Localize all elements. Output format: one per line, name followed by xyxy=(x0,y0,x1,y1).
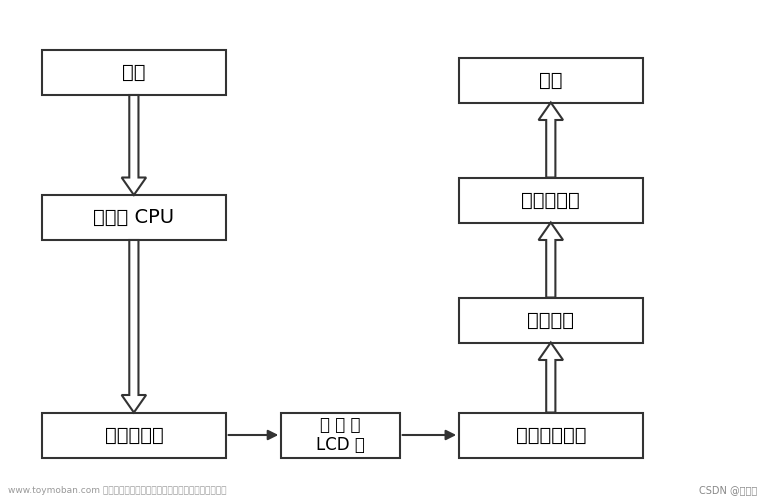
Text: 显示时间: 显示时间 xyxy=(527,310,575,330)
Polygon shape xyxy=(539,222,563,298)
Bar xyxy=(281,412,399,458)
Polygon shape xyxy=(539,102,563,178)
Bar xyxy=(459,298,643,343)
Text: 初始化时钟: 初始化时钟 xyxy=(105,426,163,444)
Polygon shape xyxy=(122,240,146,412)
Bar xyxy=(42,50,226,95)
Bar xyxy=(42,195,226,240)
Bar xyxy=(459,178,643,222)
Bar xyxy=(42,412,226,458)
Text: CSDN @成鱼弄: CSDN @成鱼弄 xyxy=(699,485,757,495)
Text: 读键: 读键 xyxy=(539,70,562,90)
Bar xyxy=(459,58,643,102)
Text: 显示开机画面: 显示开机画面 xyxy=(516,426,586,444)
Text: 初 始 化
LCD 屏: 初 始 化 LCD 屏 xyxy=(316,416,365,455)
Text: 初始化 CPU: 初始化 CPU xyxy=(93,208,174,227)
Text: 开始: 开始 xyxy=(122,63,145,82)
Polygon shape xyxy=(539,342,563,412)
Bar xyxy=(459,412,643,458)
Text: 显示主菜单: 显示主菜单 xyxy=(522,190,580,210)
Text: www.toymoban.com 网络图片仅供展示，非存储，如有侵权请联系删除。: www.toymoban.com 网络图片仅供展示，非存储，如有侵权请联系删除。 xyxy=(8,486,226,495)
Polygon shape xyxy=(122,95,146,195)
